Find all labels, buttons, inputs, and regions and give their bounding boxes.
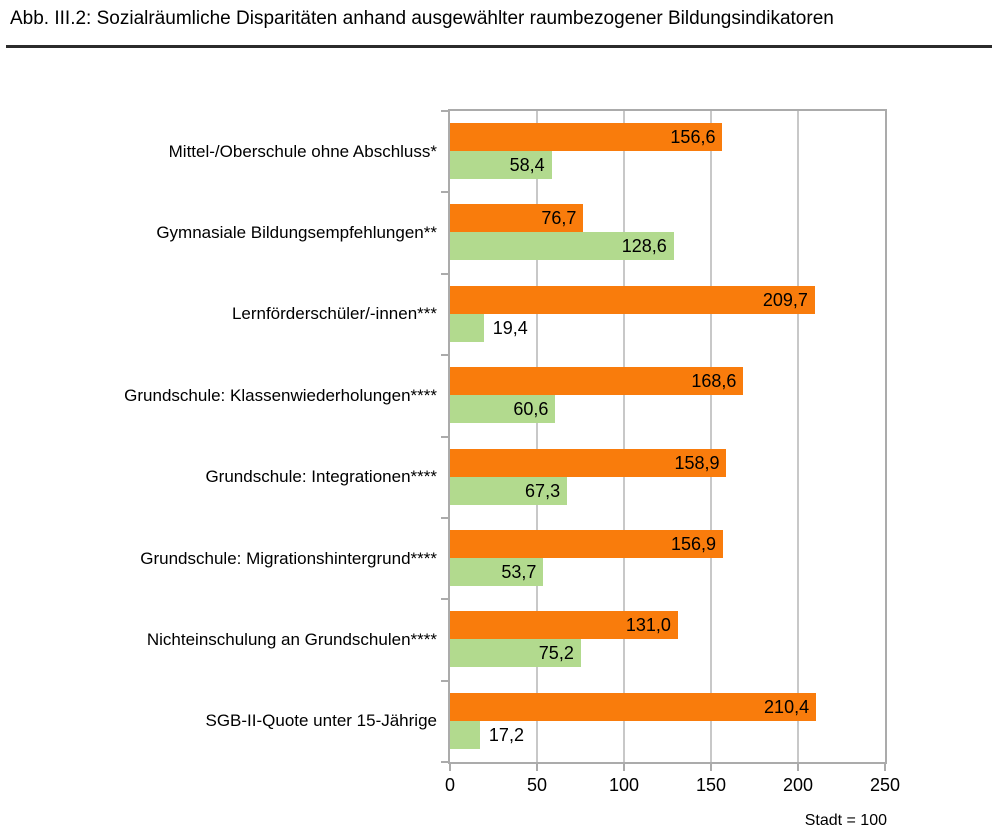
- category-axis-labels: Mittel-/Oberschule ohne Abschluss* Gymnas…: [0, 111, 450, 762]
- green-bar: 60,6: [450, 395, 556, 424]
- y-axis-tick: [441, 516, 450, 519]
- value-label: 19,4: [492, 317, 528, 338]
- y-axis-tick: [441, 354, 450, 357]
- orange-bar: 156,6: [450, 123, 723, 151]
- x-axis-tick: [884, 762, 886, 771]
- value-label: 131,0: [625, 615, 671, 636]
- x-tick-label: 250: [869, 775, 901, 795]
- green-bar: 58,4: [450, 151, 552, 179]
- category-label: Grundschule: Integrationen****: [205, 467, 437, 487]
- category-label: Grundschule: Migrationshintergrund****: [140, 548, 437, 568]
- y-axis-tick: [441, 598, 450, 601]
- orange-bar: 76,7: [450, 204, 584, 233]
- y-axis-tick: [441, 272, 450, 275]
- x-tick-label: 0: [444, 775, 455, 795]
- green-bar: 67,3: [450, 476, 568, 505]
- value-label: 209,7: [762, 289, 808, 310]
- title-divider: [6, 45, 992, 48]
- y-axis-tick: [441, 761, 450, 763]
- value-label: 128,6: [621, 236, 667, 257]
- gridline: [623, 111, 625, 762]
- x-axis-tick: [797, 762, 799, 771]
- value-label: 158,9: [674, 452, 720, 473]
- orange-bar: 131,0: [450, 611, 678, 640]
- orange-bar: 209,7: [450, 285, 815, 314]
- x-tick-label: 150: [695, 775, 727, 795]
- value-label: 53,7: [501, 561, 537, 582]
- category-label: Grundschule: Klassenwiederholungen****: [124, 385, 437, 405]
- orange-bar: 158,9: [450, 448, 727, 477]
- value-label: 67,3: [525, 480, 561, 501]
- green-bar: 17,2: [450, 720, 524, 749]
- x-axis-tick: [623, 762, 625, 771]
- x-tick-label: 50: [526, 775, 548, 795]
- value-label: 210,4: [764, 696, 810, 717]
- x-tick-label: 100: [608, 775, 640, 795]
- x-axis-tick: [710, 762, 712, 771]
- gridline: [710, 111, 712, 762]
- value-label: 58,4: [509, 155, 545, 175]
- green-bar: 128,6: [450, 232, 674, 261]
- value-label: 75,2: [538, 643, 574, 664]
- x-axis-tick: [536, 762, 538, 771]
- value-label: 17,2: [488, 724, 524, 745]
- value-label: 60,6: [513, 399, 549, 420]
- gridline: [797, 111, 799, 762]
- reference-note: Stadt = 100: [804, 812, 887, 829]
- value-label: 156,9: [670, 533, 716, 554]
- green-bar: 75,2: [450, 639, 581, 668]
- plot-area: 156,6 58,4 76,7 128,6 209,7 19,4 168,6 60,6 158,…: [448, 109, 887, 764]
- category-label: Mittel-/Oberschule ohne Abschluss*: [168, 141, 437, 161]
- value-label: 168,6: [691, 371, 737, 392]
- y-axis-tick: [441, 110, 450, 112]
- x-tick-label: 200: [782, 775, 814, 795]
- category-label: SGB-II-Quote unter 15-Jährige: [205, 711, 437, 731]
- green-bar: 19,4: [450, 313, 528, 342]
- y-axis-tick: [441, 679, 450, 682]
- orange-bar: 210,4: [450, 692, 817, 721]
- category-label: Gymnasiale Bildungsempfehlungen**: [156, 223, 437, 243]
- orange-bar: 168,6: [450, 367, 744, 396]
- category-label: Lernförderschüler/-innen***: [231, 304, 437, 324]
- gridline: [536, 111, 538, 762]
- green-bar: 53,7: [450, 557, 544, 586]
- value-label: 156,6: [670, 127, 716, 147]
- figure-title: Abb. III.2: Sozialräumliche Disparitäten…: [10, 8, 834, 29]
- category-label: Nichteinschulung an Grundschulen****: [146, 629, 437, 649]
- value-label: 76,7: [541, 208, 577, 229]
- x-axis-tick: [449, 762, 451, 771]
- y-axis-tick: [441, 435, 450, 438]
- orange-bar: 156,9: [450, 529, 723, 558]
- y-axis-tick: [441, 191, 450, 194]
